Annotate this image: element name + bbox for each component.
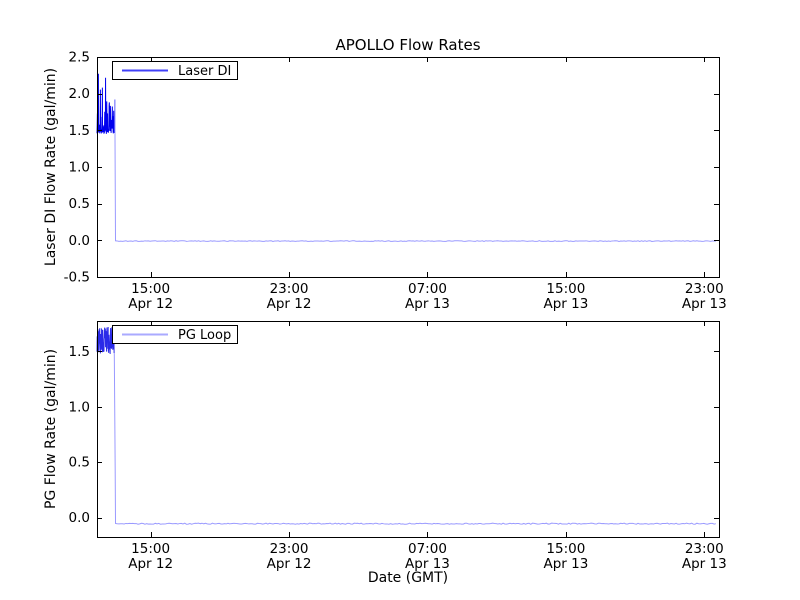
laser-di-subplot: 15:00 Apr 12 23:00 Apr 12 07:00 Apr 13 15:00 Ap…	[43, 50, 727, 313]
x-tick-label: 15:00 Apr 13	[543, 541, 588, 572]
x-tick-label: 23:00 Apr 12	[267, 541, 312, 572]
pg-loop-subplot: 15:00 Apr 12 23:00 Apr 12 07:00 Apr 13 15:00 Ap…	[43, 321, 727, 572]
x-tick-label: 07:00 Apr 13	[405, 281, 450, 312]
legend: Laser DI	[112, 61, 238, 80]
x-axis-label: Date (GMT)	[367, 570, 449, 586]
y-tick-label: 1.0	[69, 160, 90, 176]
axes-frame	[97, 321, 720, 538]
series-noise-segment	[96, 326, 115, 354]
x-tick-label: 07:00 Apr 13	[405, 541, 450, 572]
y-tick-label: 2.0	[69, 86, 90, 102]
legend-box	[112, 61, 238, 80]
legend-label: Laser DI	[178, 64, 231, 79]
axes-frame	[97, 57, 720, 278]
y-tick-label: 1.5	[69, 123, 90, 139]
tick-marks	[97, 321, 719, 537]
chart-title: APOLLO Flow Rates	[335, 36, 481, 54]
series-flat-segment	[113, 353, 716, 525]
x-tick-label: 15:00 Apr 12	[128, 281, 173, 312]
y-tick-label: 1.5	[69, 344, 90, 360]
x-tick-label: 23:00 Apr 12	[267, 281, 312, 312]
y-tick-label: 2.5	[69, 50, 90, 66]
x-tick-label: 15:00 Apr 13	[543, 281, 588, 312]
legend: PG Loop	[112, 325, 238, 344]
y-tick-label: 0.0	[69, 510, 90, 526]
y-axis-label: PG Flow Rate (gal/min)	[43, 349, 59, 509]
y-tick-label: 1.0	[69, 399, 90, 415]
x-tick-label: 23:00 Apr 13	[682, 541, 727, 572]
legend-label: PG Loop	[178, 328, 231, 343]
y-tick-label: 0.5	[69, 196, 90, 212]
y-tick-label: 0.5	[69, 455, 90, 471]
series-flat-segment	[114, 99, 716, 242]
x-tick-label: 23:00 Apr 13	[682, 281, 727, 312]
tick-marks	[97, 57, 719, 278]
series-noise-segment	[96, 73, 116, 135]
legend-box	[112, 325, 238, 344]
y-tick-label: -0.5	[64, 270, 90, 286]
y-axis-label: Laser DI Flow Rate (gal/min)	[43, 68, 59, 266]
x-tick-label: 15:00 Apr 12	[128, 541, 173, 572]
y-tick-label: 0.0	[69, 233, 90, 249]
